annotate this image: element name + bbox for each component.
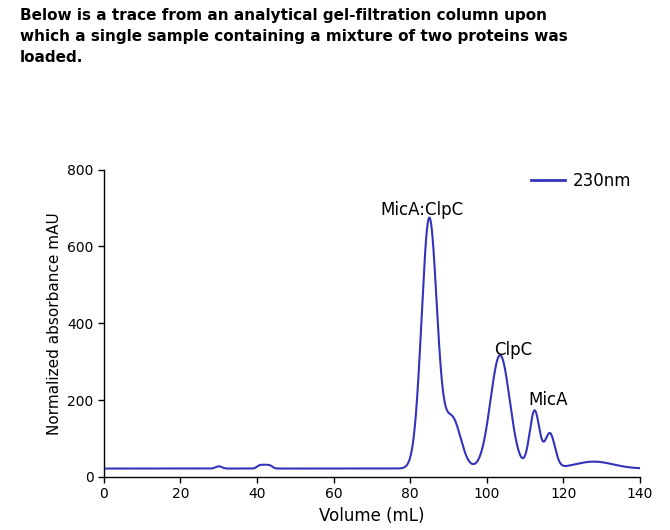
Y-axis label: Normalized absorbance mAU: Normalized absorbance mAU	[46, 212, 62, 435]
Text: ClpC: ClpC	[494, 341, 533, 359]
Text: Below is a trace from an analytical gel-filtration column upon
which a single sa: Below is a trace from an analytical gel-…	[20, 8, 568, 65]
Text: MicA: MicA	[529, 391, 568, 409]
X-axis label: Volume (mL): Volume (mL)	[319, 507, 425, 525]
Text: MicA:ClpC: MicA:ClpC	[380, 201, 463, 219]
Legend: 230nm: 230nm	[531, 172, 632, 190]
